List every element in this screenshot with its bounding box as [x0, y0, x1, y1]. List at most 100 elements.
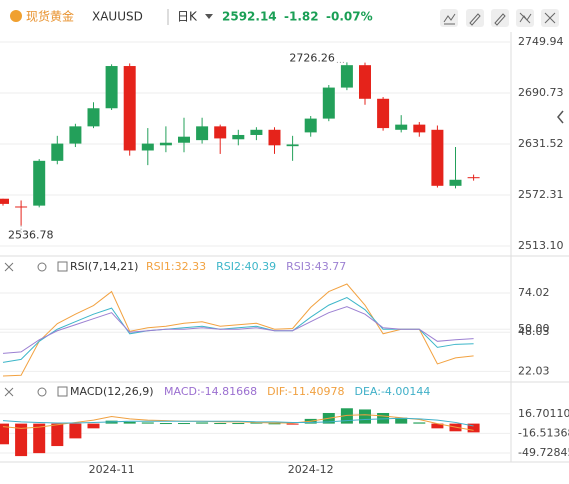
candle-body [178, 136, 190, 143]
candle-body [467, 177, 480, 179]
y-tick-label: 48.03 [518, 325, 550, 338]
candle-body [359, 65, 371, 99]
macd-bar [141, 422, 154, 424]
tool-icon [544, 12, 556, 24]
candle-body [449, 179, 462, 186]
macd-bar [69, 423, 82, 439]
macd-line [2, 414, 474, 431]
candle-body [87, 108, 100, 127]
candle-body [286, 144, 299, 147]
candle-body [304, 118, 317, 133]
legend-entry: MACD:-14.81668 [164, 385, 257, 398]
symbol-code: XAUUSD [92, 10, 143, 24]
macd-bar [87, 423, 100, 429]
indicator-line [2, 297, 474, 363]
macd-bar [232, 423, 245, 425]
candle-body [413, 124, 426, 133]
tool-icon [519, 12, 532, 24]
y-tick-label: 22.03 [518, 364, 550, 377]
candle-body [431, 129, 444, 186]
indicator-title: MACD(12,26,9) [70, 385, 154, 398]
macd-bar [123, 421, 136, 424]
macd-bar [0, 423, 9, 445]
candle-body [159, 142, 172, 146]
candle-body [141, 143, 154, 151]
legend-entry: RSI3:43.77 [286, 260, 346, 273]
y-tick-label: 16.70110 [518, 407, 569, 420]
y-tick-label: 2631.52 [518, 137, 564, 150]
toolbar [440, 9, 559, 27]
candle-body [51, 143, 64, 161]
macd-bar [377, 412, 390, 424]
indicator-title: RSI(7,14,21) [70, 260, 138, 273]
close-icon[interactable] [4, 262, 14, 272]
close-icon[interactable] [4, 387, 14, 397]
x-tick-label: 2024-11 [89, 463, 135, 476]
symbol-name[interactable]: 现货黄金 [26, 9, 74, 24]
rsi-controls [4, 261, 68, 397]
macd-bar [268, 423, 281, 425]
macd-bar [250, 422, 263, 424]
candle-body [395, 124, 408, 130]
y-tick-label: -16.51368 [518, 426, 569, 439]
toggle-icon[interactable] [57, 386, 68, 397]
y-tick-label: -49.72845 [518, 446, 569, 459]
period-dropdown[interactable] [205, 14, 213, 19]
candle-body [15, 206, 28, 208]
y-tick-label: 2572.31 [518, 188, 564, 201]
period[interactable]: 日K [177, 10, 198, 24]
legend-entry: DIF:-11.40978 [267, 385, 344, 398]
y-tick-label: 2690.73 [518, 86, 564, 99]
candle-body [0, 198, 9, 204]
legend-entry: RSI2:40.39 [216, 260, 276, 273]
macd-bar [214, 423, 227, 425]
candle-body [377, 98, 390, 129]
symbol-icon [10, 10, 22, 22]
y-tick-label: 50.00 [518, 322, 550, 335]
macd-bar [33, 423, 46, 454]
settings-icon[interactable] [37, 387, 47, 397]
macd-bar [467, 423, 480, 433]
legend-entry: DEA:-4.00144 [355, 385, 431, 398]
candle-body [250, 129, 263, 135]
macd-bar [395, 417, 408, 424]
change-pct: -0.07% [326, 10, 373, 24]
price: 2592.14 [222, 10, 277, 24]
min-marker: 2536.78 [8, 229, 54, 242]
candle-body [69, 126, 82, 144]
tool-icon [494, 13, 506, 26]
macd-bar [178, 423, 190, 425]
legend-entry: RSI1:32.33 [146, 260, 206, 273]
change: -1.82 [284, 10, 319, 24]
tool-icon [469, 13, 481, 26]
candle-body [33, 160, 46, 206]
macd-bar [15, 423, 28, 457]
macd-bar [431, 423, 444, 429]
candle-body [123, 66, 136, 151]
toggle-icon[interactable] [57, 261, 68, 272]
macd-bar [196, 422, 209, 424]
macd-bar [340, 408, 353, 424]
candle-body [322, 87, 335, 119]
max-marker: 2726.26 [289, 51, 335, 64]
y-tick-label: 2749.94 [518, 35, 564, 48]
macd-bar [413, 422, 426, 424]
candle-body [340, 65, 353, 88]
macd-bar [359, 409, 371, 424]
collapse-arrow[interactable] [557, 110, 564, 124]
indicator-line [2, 283, 474, 377]
candle-body [214, 126, 227, 139]
candle-body [268, 129, 281, 146]
indicator-line [2, 306, 474, 354]
tool-icon [443, 13, 456, 25]
macd-bar [159, 423, 172, 425]
x-tick-label: 2024-12 [288, 463, 334, 476]
macd-line [2, 417, 474, 427]
candle-body [105, 66, 118, 109]
macd-bar [51, 423, 64, 447]
settings-icon[interactable] [37, 262, 47, 272]
candle-body [196, 126, 209, 141]
